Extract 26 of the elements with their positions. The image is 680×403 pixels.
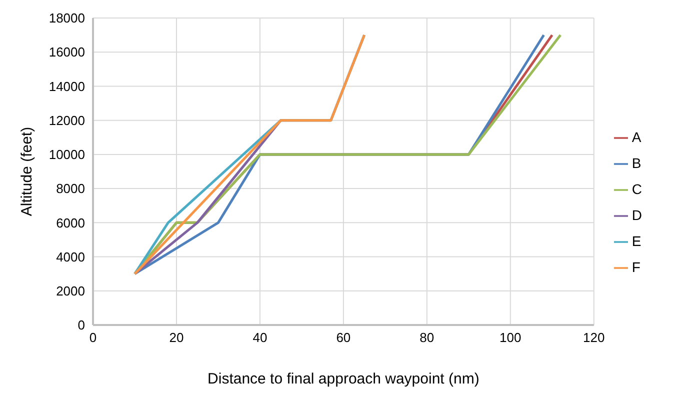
y-tick-label: 16000 [48, 44, 85, 60]
line-series [133, 34, 366, 276]
y-tick-label: 2000 [56, 284, 85, 299]
x-axis-title: Distance to final approach waypoint (nm) [208, 370, 480, 388]
legend-label: E [632, 232, 642, 248]
y-tick-label: 8000 [56, 181, 85, 196]
legend-label: D [632, 206, 642, 222]
legend-label: F [632, 258, 640, 274]
x-tick-label: 40 [252, 330, 268, 346]
y-tick-label: 12000 [48, 112, 85, 128]
y-tick-label: 0 [78, 318, 85, 333]
y-axis-title: Altitude (feet) [18, 126, 36, 216]
x-tick-label: 80 [420, 330, 434, 346]
x-tick-label: 60 [336, 330, 351, 346]
y-tick-label: 10000 [48, 147, 85, 162]
y-tick-label: 14000 [48, 78, 85, 94]
y-tick-label: 4000 [56, 249, 85, 264]
legend-label: C [632, 180, 642, 196]
x-tick-label: 120 [583, 330, 605, 346]
x-tick-label: 20 [169, 330, 184, 346]
x-tick-label: 0 [89, 330, 97, 346]
y-tick-label: 6000 [56, 215, 85, 230]
y-tick-label: 18000 [48, 10, 85, 26]
x-tick-label: 100 [500, 330, 522, 346]
legend-label: B [632, 154, 642, 170]
legend-label: A [632, 128, 642, 144]
